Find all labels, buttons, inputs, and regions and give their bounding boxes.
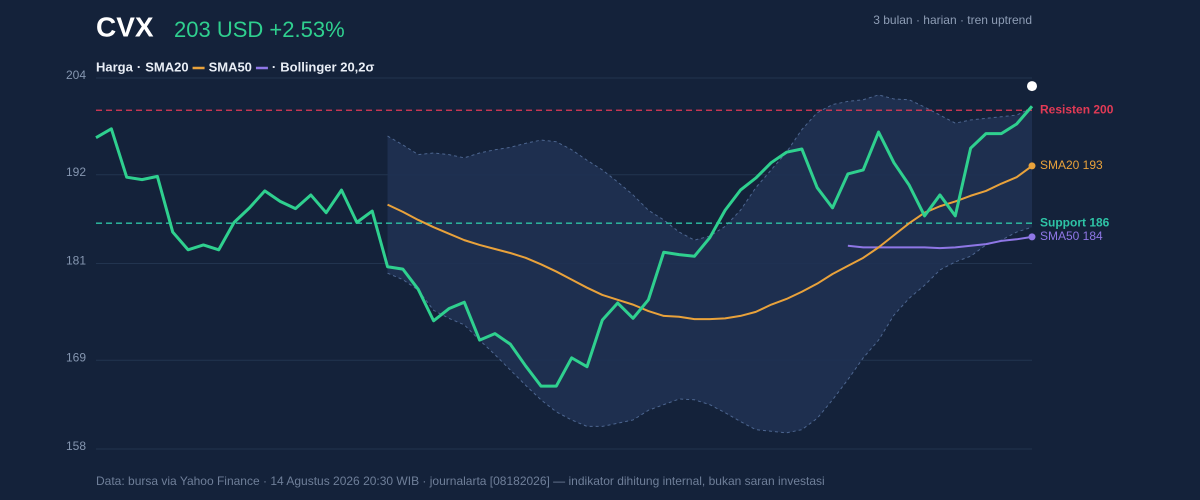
price-label: 203 USD <box>174 17 263 42</box>
y-tick-label: 181 <box>66 254 86 268</box>
legend-label: SMA50 <box>209 59 252 74</box>
legend-label: · <box>272 59 276 74</box>
footer: Data: bursa via Yahoo Finance · 14 Agust… <box>96 474 825 488</box>
end-dot <box>1028 162 1036 170</box>
y-tick-label: 158 <box>66 439 86 453</box>
change-label: +2.53% <box>269 17 344 42</box>
y-tick-label: 169 <box>66 350 86 364</box>
legend-label: SMA20 <box>145 59 188 74</box>
end-label: SMA50 184 <box>1040 229 1103 243</box>
legend-label: Harga <box>96 59 134 74</box>
price-header: 203 USD +2.53% <box>174 17 345 42</box>
bollinger-lower <box>387 226 1033 434</box>
chart-title: CVX <box>96 11 154 42</box>
end-label: SMA20 193 <box>1040 158 1103 172</box>
end-dot <box>1028 233 1036 241</box>
level-label: Resisten 200 <box>1040 102 1114 116</box>
legend-label: Bollinger 20,2σ <box>280 59 374 74</box>
legend-label: · <box>137 59 141 74</box>
price-marker <box>1027 81 1037 92</box>
price-line <box>95 105 1034 388</box>
y-tick-label: 204 <box>66 68 86 82</box>
y-tick-label: 192 <box>66 165 86 179</box>
level-label: Support 186 <box>1040 215 1110 229</box>
subtitle: 3 bulan · harian · tren uptrend <box>873 13 1032 27</box>
